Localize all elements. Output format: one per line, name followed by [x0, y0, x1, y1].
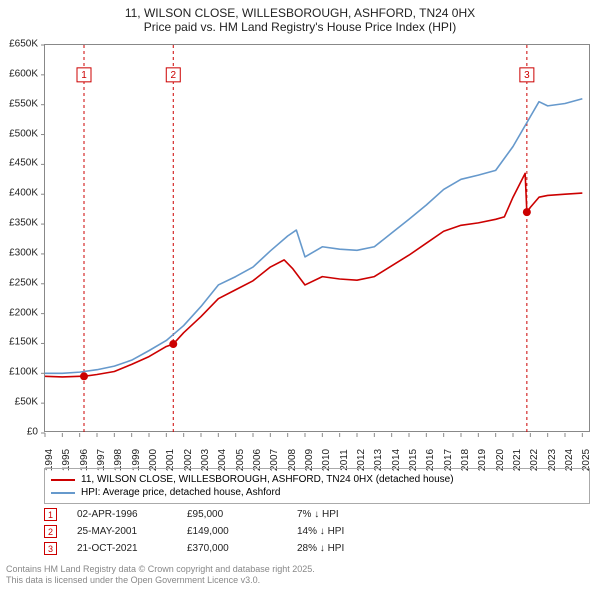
marker-pct: 7% ↓ HPI	[297, 509, 387, 520]
y-tick-label: £300K	[9, 247, 38, 258]
marker-pct: 28% ↓ HPI	[297, 543, 387, 554]
legend-item: 11, WILSON CLOSE, WILLESBOROUGH, ASHFORD…	[51, 473, 583, 486]
chart-title: 11, WILSON CLOSE, WILLESBOROUGH, ASHFORD…	[0, 0, 600, 36]
marker-badge: 2	[44, 525, 57, 538]
legend-swatch-2	[51, 492, 75, 494]
y-tick-label: £0	[27, 427, 38, 438]
chart-plot-area: 1 2 3	[44, 44, 590, 432]
legend: 11, WILSON CLOSE, WILLESBOROUGH, ASHFORD…	[44, 468, 590, 504]
marker-price: £370,000	[187, 543, 277, 554]
y-tick-label: £500K	[9, 128, 38, 139]
svg-text:1: 1	[81, 70, 87, 81]
marker-date: 21-OCT-2021	[77, 543, 167, 554]
y-tick-label: £250K	[9, 277, 38, 288]
legend-item: HPI: Average price, detached house, Ashf…	[51, 486, 583, 499]
marker-price: £149,000	[187, 526, 277, 537]
y-tick-label: £400K	[9, 188, 38, 199]
y-tick-label: £550K	[9, 98, 38, 109]
legend-label: 11, WILSON CLOSE, WILLESBOROUGH, ASHFORD…	[81, 474, 454, 485]
marker-table: 1 02-APR-1996 £95,000 7% ↓ HPI 2 25-MAY-…	[44, 506, 590, 557]
chart-svg: 1 2 3	[45, 45, 591, 433]
y-tick-label: £150K	[9, 337, 38, 348]
y-tick-label: £50K	[15, 397, 38, 408]
marker-badge: 1	[44, 508, 57, 521]
marker-row: 3 21-OCT-2021 £370,000 28% ↓ HPI	[44, 540, 590, 557]
marker-pct: 14% ↓ HPI	[297, 526, 387, 537]
svg-text:2: 2	[170, 70, 176, 81]
y-tick-label: £650K	[9, 39, 38, 50]
legend-label: HPI: Average price, detached house, Ashf…	[81, 487, 280, 498]
marker-row: 1 02-APR-1996 £95,000 7% ↓ HPI	[44, 506, 590, 523]
y-tick-label: £600K	[9, 68, 38, 79]
marker-badge: 3	[44, 542, 57, 555]
y-tick-label: £350K	[9, 218, 38, 229]
y-tick-label: £450K	[9, 158, 38, 169]
y-tick-label: £200K	[9, 307, 38, 318]
svg-text:3: 3	[524, 70, 530, 81]
footer-line-2: This data is licensed under the Open Gov…	[6, 575, 315, 586]
y-tick-label: £100K	[9, 367, 38, 378]
y-axis: £0£50K£100K£150K£200K£250K£300K£350K£400…	[0, 44, 42, 432]
marker-date: 02-APR-1996	[77, 509, 167, 520]
footer: Contains HM Land Registry data © Crown c…	[6, 564, 315, 586]
legend-swatch-1	[51, 479, 75, 481]
title-line-1: 11, WILSON CLOSE, WILLESBOROUGH, ASHFORD…	[10, 6, 590, 20]
title-line-2: Price paid vs. HM Land Registry's House …	[10, 20, 590, 34]
marker-date: 25-MAY-2001	[77, 526, 167, 537]
footer-line-1: Contains HM Land Registry data © Crown c…	[6, 564, 315, 575]
marker-row: 2 25-MAY-2001 £149,000 14% ↓ HPI	[44, 523, 590, 540]
marker-price: £95,000	[187, 509, 277, 520]
x-axis: 1994199519961997199819992000200120022003…	[44, 434, 590, 464]
